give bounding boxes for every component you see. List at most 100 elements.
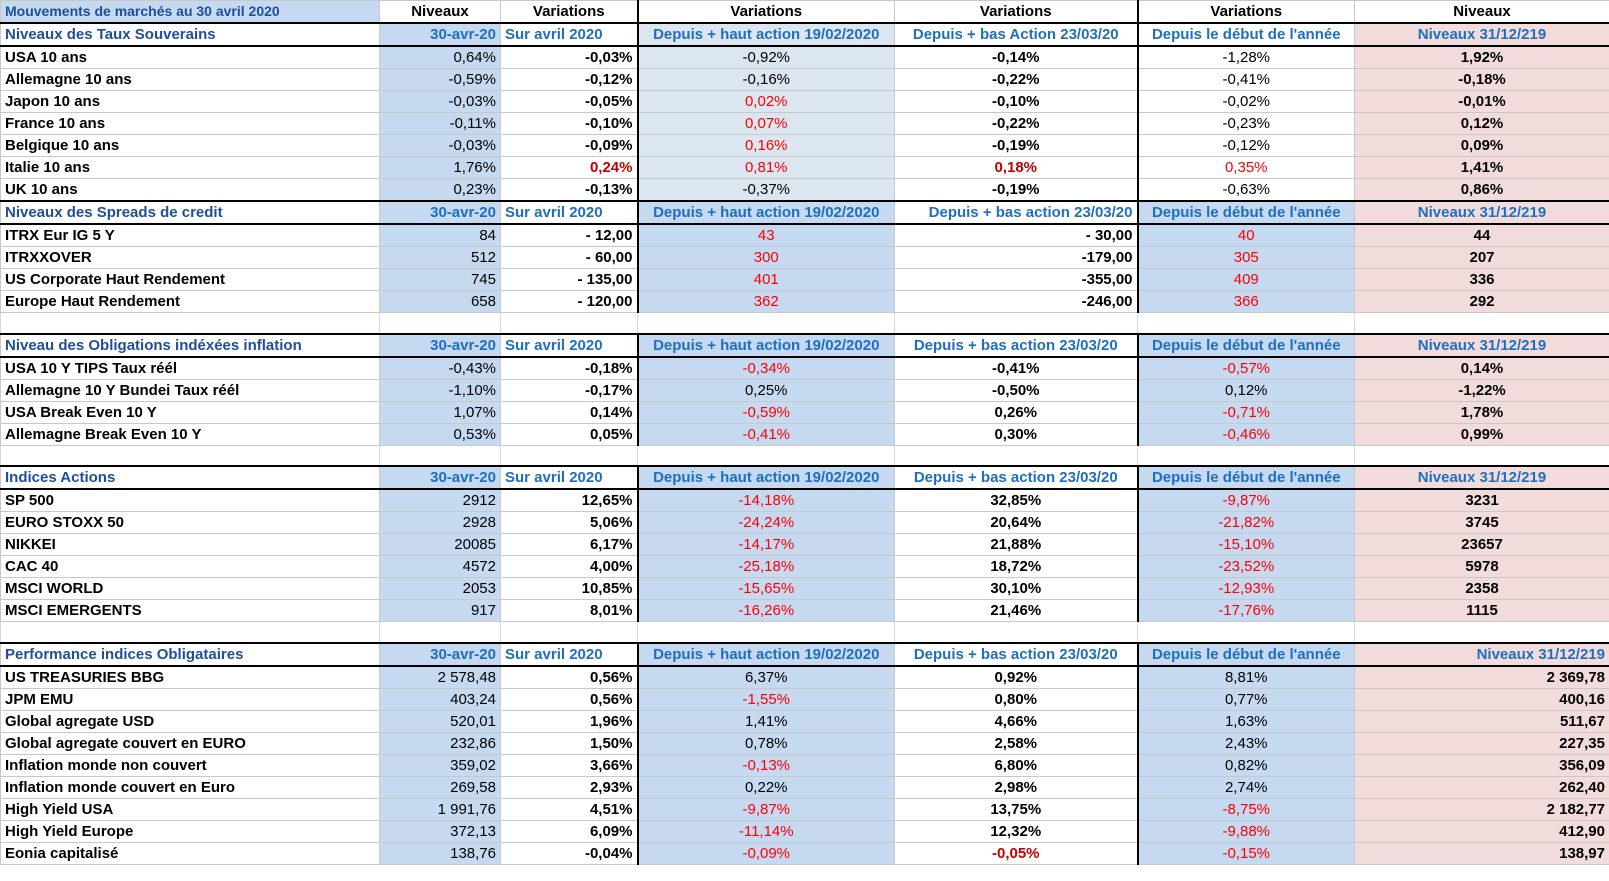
table-cell[interactable]: 366: [1137, 290, 1355, 313]
table-cell[interactable]: 4572: [379, 555, 501, 578]
empty-cell[interactable]: [0, 312, 380, 334]
table-cell[interactable]: 1 991,76: [379, 797, 501, 821]
section-header-cell[interactable]: Depuis + bas action 23/03/20: [894, 641, 1139, 667]
table-cell[interactable]: -0,05%: [500, 90, 639, 113]
row-label[interactable]: Inflation monde couvert en Euro: [0, 775, 380, 799]
section-header-cell[interactable]: Depuis + bas Action 23/03/20: [894, 22, 1139, 47]
table-cell[interactable]: 1,78%: [1354, 400, 1609, 424]
row-label[interactable]: USA 10 Y TIPS Taux réél: [0, 356, 380, 380]
table-cell[interactable]: 400,16: [1354, 687, 1609, 711]
table-cell[interactable]: -9,87%: [637, 797, 895, 821]
row-label[interactable]: High Yield Europe: [0, 819, 380, 843]
row-label[interactable]: Allemagne 10 Y Bundei Taux réél: [0, 378, 380, 402]
col-header-variations-4[interactable]: Variations: [1137, 0, 1355, 24]
table-cell[interactable]: 1,07%: [379, 400, 501, 424]
section-header-cell[interactable]: Niveaux 31/12/219: [1354, 332, 1609, 358]
table-cell[interactable]: 232,86: [379, 731, 501, 755]
table-cell[interactable]: -0,92%: [637, 45, 895, 69]
table-cell[interactable]: 336: [1354, 268, 1609, 291]
row-label[interactable]: Japon 10 ans: [0, 90, 380, 113]
row-label[interactable]: ITRX Eur IG 5 Y: [0, 223, 380, 247]
table-cell[interactable]: 0,86%: [1354, 178, 1609, 202]
table-cell[interactable]: -0,03%: [500, 45, 639, 69]
table-cell[interactable]: -0,12%: [1137, 134, 1355, 157]
table-cell[interactable]: -8,75%: [1137, 797, 1355, 821]
table-cell[interactable]: 917: [379, 599, 501, 622]
section-header-cell[interactable]: Niveau des Obligations indéxées inflatio…: [0, 332, 380, 358]
table-cell[interactable]: 658: [379, 290, 501, 313]
table-cell[interactable]: 2,98%: [894, 775, 1139, 799]
table-cell[interactable]: 5978: [1354, 555, 1609, 578]
table-cell[interactable]: 262,40: [1354, 775, 1609, 799]
table-cell[interactable]: 0,18%: [894, 156, 1139, 179]
table-cell[interactable]: 305: [1137, 246, 1355, 269]
section-header-cell[interactable]: Indices Actions: [0, 465, 380, 490]
table-cell[interactable]: 4,66%: [894, 709, 1139, 733]
table-cell[interactable]: 5,06%: [500, 511, 639, 534]
section-header-cell[interactable]: Depuis le début de l'année: [1137, 465, 1355, 490]
table-cell[interactable]: 3,66%: [500, 753, 639, 777]
section-header-cell[interactable]: Depuis + haut action 19/02/2020: [637, 332, 895, 358]
empty-cell[interactable]: [0, 444, 380, 467]
table-cell[interactable]: 2 182,77: [1354, 797, 1609, 821]
table-cell[interactable]: -0,05%: [894, 841, 1139, 865]
table-cell[interactable]: 227,35: [1354, 731, 1609, 755]
empty-cell[interactable]: [1354, 621, 1609, 643]
table-cell[interactable]: 0,12%: [1137, 378, 1355, 402]
table-cell[interactable]: -0,41%: [637, 422, 895, 446]
table-cell[interactable]: -12,93%: [1137, 577, 1355, 600]
section-header-cell[interactable]: Performance indices Obligataires: [0, 641, 380, 667]
table-cell[interactable]: -0,09%: [500, 134, 639, 157]
table-cell[interactable]: 0,35%: [1137, 156, 1355, 179]
section-header-cell[interactable]: Depuis + bas action 23/03/20: [894, 332, 1139, 358]
table-cell[interactable]: -0,23%: [1137, 112, 1355, 135]
table-cell[interactable]: -0,19%: [894, 178, 1139, 202]
table-cell[interactable]: -0,03%: [379, 90, 501, 113]
table-cell[interactable]: 20085: [379, 533, 501, 556]
col-header-variations-3[interactable]: Variations: [894, 0, 1139, 24]
table-cell[interactable]: 13,75%: [894, 797, 1139, 821]
table-cell[interactable]: 409: [1137, 268, 1355, 291]
row-label[interactable]: Europe Haut Rendement: [0, 290, 380, 313]
table-cell[interactable]: 292: [1354, 290, 1609, 313]
table-cell[interactable]: -0,11%: [379, 112, 501, 135]
table-cell[interactable]: 30,10%: [894, 577, 1139, 600]
row-label[interactable]: CAC 40: [0, 555, 380, 578]
table-cell[interactable]: 520,01: [379, 709, 501, 733]
row-label[interactable]: Allemagne 10 ans: [0, 68, 380, 91]
table-cell[interactable]: 84: [379, 223, 501, 247]
section-header-cell[interactable]: Depuis le début de l'année: [1137, 22, 1355, 47]
table-cell[interactable]: -25,18%: [637, 555, 895, 578]
table-cell[interactable]: 20,64%: [894, 511, 1139, 534]
table-cell[interactable]: 2358: [1354, 577, 1609, 600]
empty-cell[interactable]: [379, 444, 501, 467]
row-label[interactable]: UK 10 ans: [0, 178, 380, 202]
table-cell[interactable]: 0,05%: [500, 422, 639, 446]
table-cell[interactable]: 300: [637, 246, 895, 269]
table-cell[interactable]: -0,13%: [637, 753, 895, 777]
empty-cell[interactable]: [894, 621, 1138, 643]
row-label[interactable]: High Yield USA: [0, 797, 380, 821]
table-cell[interactable]: 0,53%: [379, 422, 501, 446]
table-cell[interactable]: 138,76: [379, 841, 501, 865]
table-cell[interactable]: 0,99%: [1354, 422, 1609, 446]
table-cell[interactable]: -0,41%: [1137, 68, 1355, 91]
col-header-variations-1[interactable]: Variations: [500, 0, 639, 24]
section-header-cell[interactable]: Depuis + haut action 19/02/2020: [637, 22, 895, 47]
table-cell[interactable]: 269,58: [379, 775, 501, 799]
table-cell[interactable]: 0,56%: [500, 687, 639, 711]
empty-cell[interactable]: [0, 621, 380, 643]
section-header-cell[interactable]: 30-avr-20: [379, 332, 501, 358]
section-header-cell[interactable]: Sur avril 2020: [500, 641, 639, 667]
table-cell[interactable]: -0,03%: [379, 134, 501, 157]
table-cell[interactable]: -17,76%: [1137, 599, 1355, 622]
table-cell[interactable]: -0,04%: [500, 841, 639, 865]
table-cell[interactable]: 18,72%: [894, 555, 1139, 578]
table-cell[interactable]: -1,28%: [1137, 45, 1355, 69]
section-header-cell[interactable]: Niveaux des Spreads de credit: [0, 200, 380, 225]
table-cell[interactable]: -0,16%: [637, 68, 895, 91]
table-cell[interactable]: -1,10%: [379, 378, 501, 402]
table-cell[interactable]: - 12,00: [500, 223, 639, 247]
row-label[interactable]: USA 10 ans: [0, 45, 380, 69]
section-header-cell[interactable]: Depuis le début de l'année: [1137, 641, 1355, 667]
